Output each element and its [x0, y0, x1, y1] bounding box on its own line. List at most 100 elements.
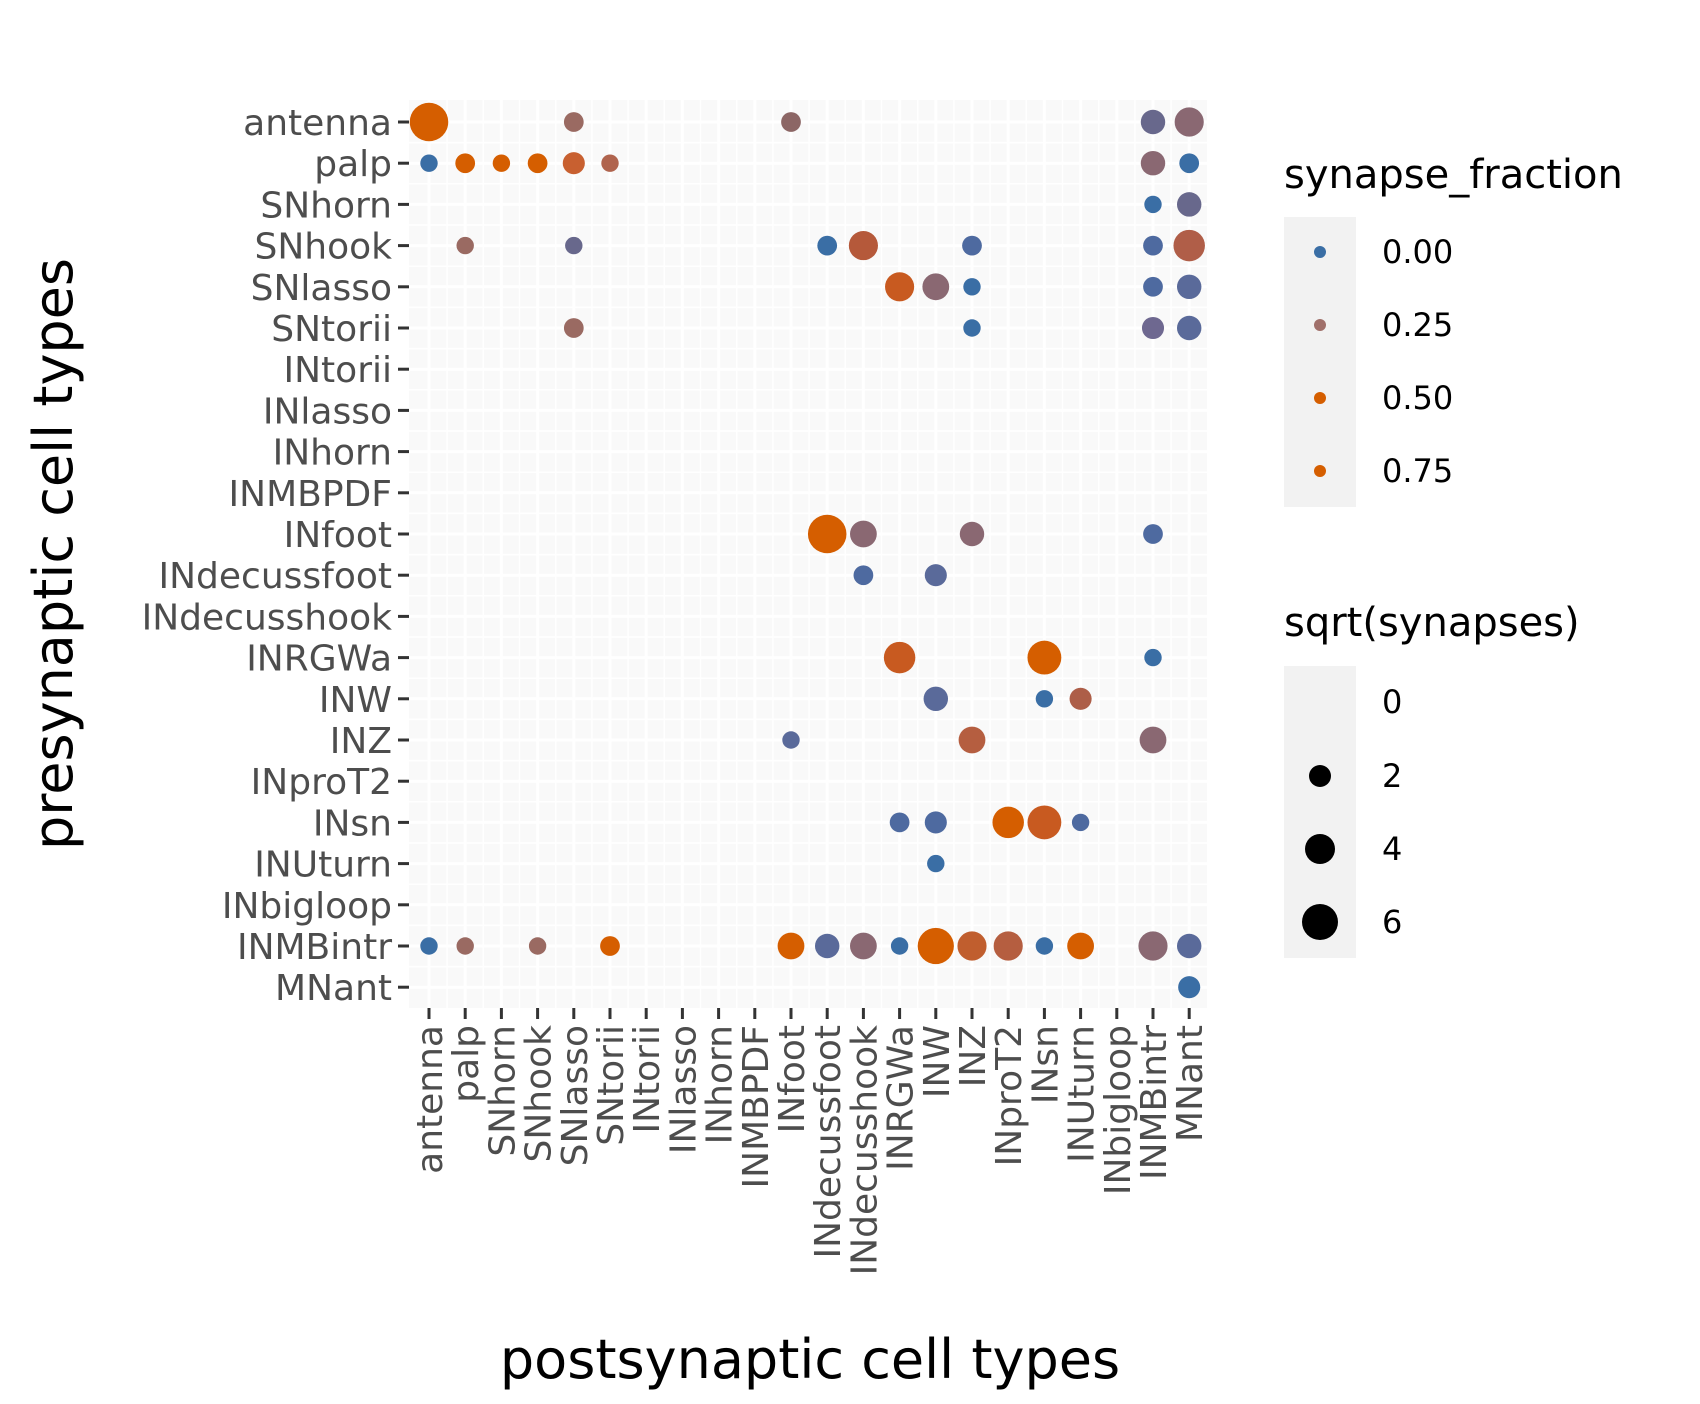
- legend-key-size-6: [1302, 904, 1338, 940]
- data-point: [562, 152, 585, 175]
- data-point: [959, 521, 985, 547]
- x-tick-label: SNlasso: [555, 1025, 596, 1166]
- legend-key-0.75: [1314, 465, 1326, 477]
- data-point: [1144, 195, 1162, 214]
- data-point: [1035, 690, 1054, 708]
- y-tick-label: INRGWa: [246, 639, 392, 680]
- x-tick-label: INUturn: [1062, 1025, 1103, 1163]
- x-tick-label: palp: [446, 1025, 487, 1103]
- legend-items: 0.00 0.25 0.50 0.75: [1314, 233, 1453, 490]
- data-point: [1179, 153, 1200, 174]
- x-tick-label: INtorii: [627, 1025, 668, 1134]
- data-point: [565, 236, 583, 255]
- data-point: [1143, 276, 1163, 297]
- x-tick-label: INbigloop: [1098, 1025, 1139, 1195]
- y-tick-label: INtorii: [284, 350, 393, 391]
- data-point: [927, 854, 945, 873]
- data-point: [420, 154, 438, 172]
- y-tick-label: INhorn: [273, 433, 392, 474]
- data-point: [923, 686, 949, 712]
- data-point: [781, 112, 801, 132]
- data-point: [962, 235, 982, 256]
- legend-label: 0.50: [1382, 379, 1453, 417]
- data-point: [848, 231, 878, 261]
- data-point: [917, 927, 954, 965]
- data-point: [1067, 932, 1094, 960]
- legend-key-background: [1284, 217, 1356, 507]
- data-point: [1176, 274, 1202, 300]
- y-tick-label: INUturn: [254, 845, 392, 886]
- data-point: [1143, 524, 1163, 544]
- data-point: [456, 236, 474, 255]
- data-point: [963, 278, 981, 296]
- data-point: [1176, 933, 1202, 959]
- data-point: [409, 102, 449, 142]
- data-point: [1173, 229, 1205, 262]
- data-point: [958, 726, 986, 754]
- legend-label: 0.25: [1382, 306, 1453, 344]
- grid-lines: [409, 100, 1207, 1008]
- y-tick-label: antenna: [243, 103, 392, 144]
- data-point: [601, 154, 619, 172]
- data-point: [850, 932, 877, 960]
- y-tick-label: INsn: [313, 803, 392, 844]
- data-point: [455, 153, 476, 174]
- legend-key-0.00: [1314, 246, 1326, 258]
- x-tick-label: INdecusshook: [844, 1025, 885, 1276]
- data-point: [889, 812, 910, 833]
- data-point: [890, 937, 909, 955]
- data-point: [527, 153, 548, 174]
- y-tick-label: SNtorii: [271, 309, 392, 350]
- data-point: [817, 235, 838, 256]
- legend-label: 0.75: [1382, 452, 1453, 490]
- x-tick-label: INW: [917, 1025, 958, 1098]
- legend-key-size-4: [1305, 834, 1335, 864]
- data-points: [409, 102, 1205, 999]
- data-point: [492, 154, 511, 172]
- x-tick-label: INMBPDF: [736, 1025, 777, 1188]
- y-tick-label: MNant: [275, 968, 392, 1009]
- y-tick-label: INfoot: [284, 515, 392, 556]
- legend-key-0.50: [1314, 392, 1326, 404]
- data-point: [922, 273, 950, 301]
- data-point: [1174, 107, 1204, 137]
- y-axis: antennapalpSNhornSNhookSNlassoSNtoriiINt…: [142, 103, 409, 1009]
- x-tick-label: INRGWa: [881, 1025, 922, 1171]
- x-tick-label: INfoot: [772, 1025, 813, 1133]
- data-point: [807, 514, 847, 554]
- data-point: [885, 272, 915, 302]
- data-point: [957, 931, 987, 961]
- x-tick-label: INdecussfoot: [808, 1025, 849, 1259]
- y-tick-label: INlasso: [263, 391, 392, 432]
- legend-key-0.25: [1314, 319, 1326, 331]
- data-point: [853, 565, 874, 586]
- legend-label: 0.00: [1382, 233, 1453, 271]
- data-point: [1141, 316, 1165, 340]
- data-point: [924, 564, 947, 587]
- x-tick-label: INhorn: [700, 1025, 741, 1144]
- data-point: [456, 937, 474, 955]
- legend-synapse-fraction: synapse_fraction 0.00 0.25 0.50 0.75: [1284, 152, 1623, 507]
- data-point: [1140, 150, 1166, 176]
- data-point: [992, 806, 1024, 839]
- y-tick-label: INdecusshook: [142, 597, 393, 638]
- data-point: [1143, 235, 1163, 256]
- data-point: [1144, 648, 1162, 667]
- x-tick-label: INsn: [1025, 1025, 1066, 1104]
- x-tick-label: INlasso: [663, 1025, 704, 1154]
- legend-key-size-2: [1309, 765, 1331, 787]
- data-point: [1035, 937, 1054, 955]
- data-point: [1138, 931, 1168, 961]
- y-tick-label: SNlasso: [251, 268, 392, 309]
- data-point: [924, 811, 947, 834]
- legend-sqrt-synapses: sqrt(synapses) 0 2 4 6: [1284, 600, 1580, 958]
- y-tick-label: INproT2: [251, 762, 392, 803]
- y-tick-label: INMBintr: [237, 927, 392, 968]
- data-point: [1139, 726, 1167, 754]
- y-tick-label: SNhorn: [260, 185, 392, 226]
- data-point: [1071, 813, 1090, 832]
- x-tick-label: INMBintr: [1134, 1025, 1175, 1180]
- y-axis-title: presynaptic cell types: [22, 258, 85, 850]
- data-point: [528, 937, 547, 955]
